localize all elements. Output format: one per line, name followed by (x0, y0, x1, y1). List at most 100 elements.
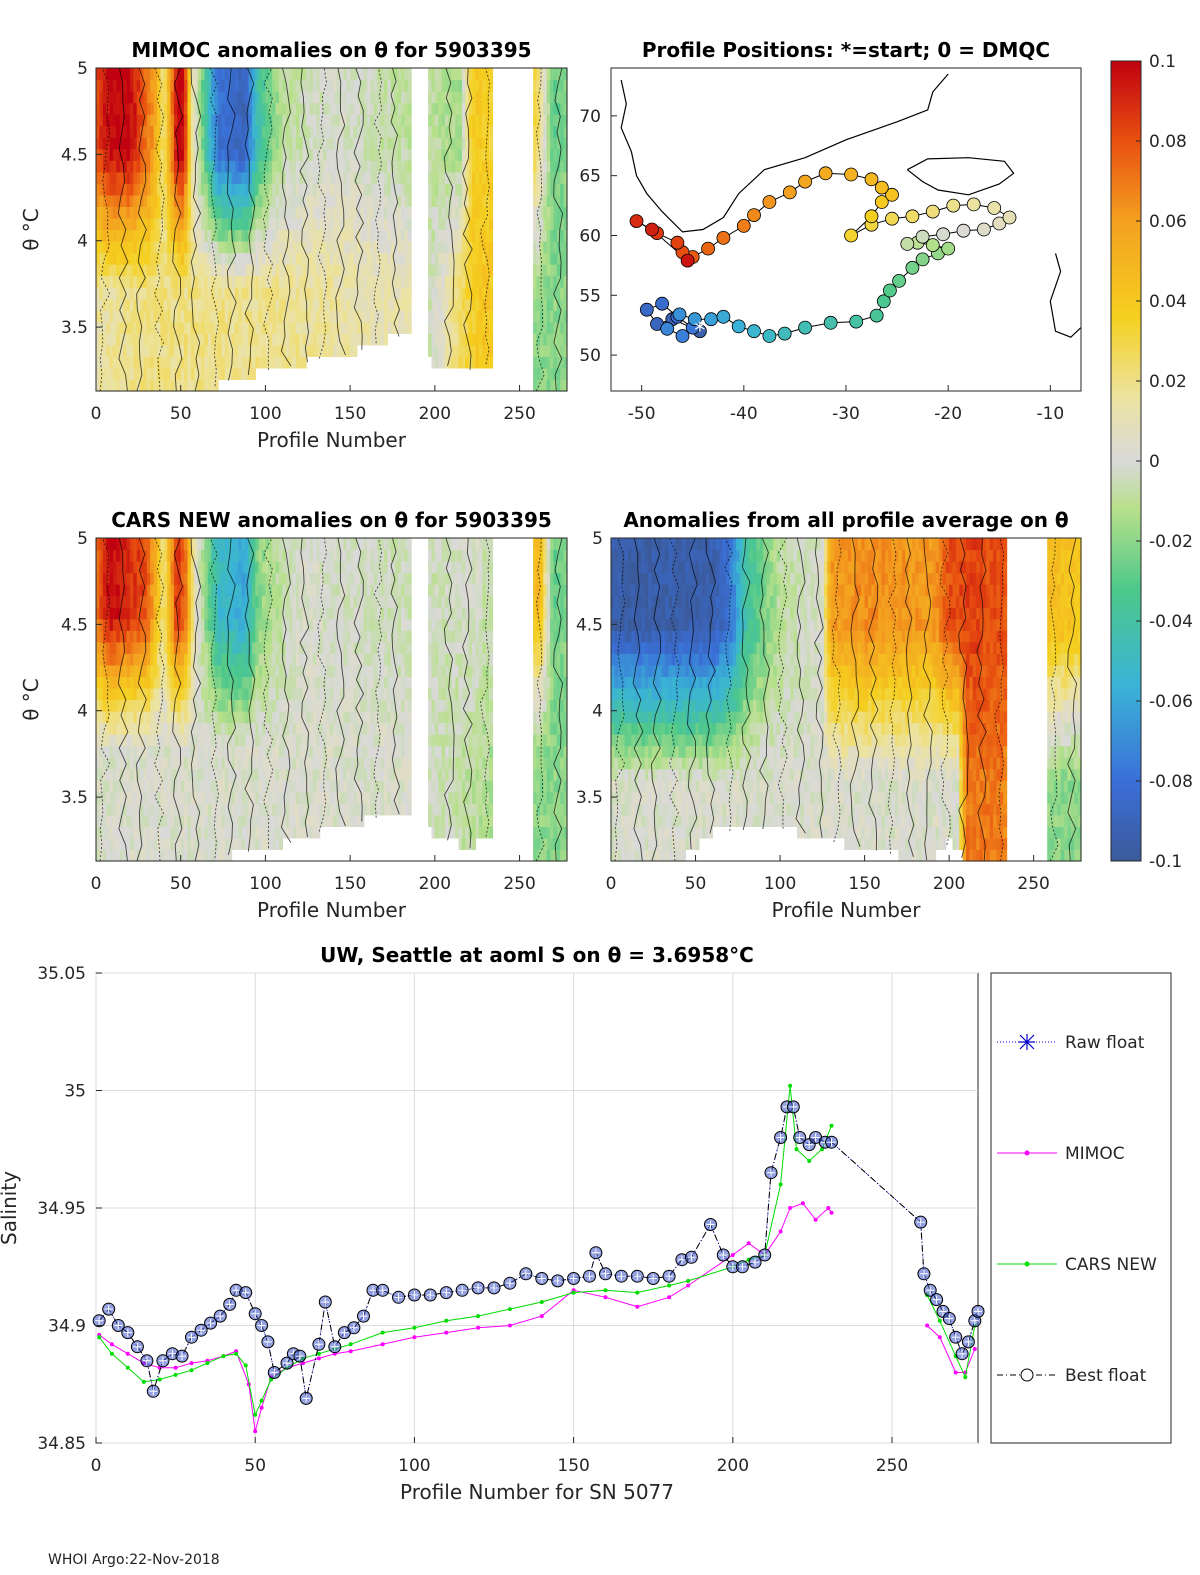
colorbar-tick-label: 0.04 (1149, 292, 1187, 312)
profile-position (987, 201, 1002, 215)
series-point (813, 1217, 818, 1222)
profile-position (900, 236, 915, 251)
series-point (788, 1206, 793, 1210)
series-point (571, 1290, 576, 1295)
profile-position (956, 223, 971, 238)
raw-float-star (114, 1321, 123, 1330)
series-point (253, 1429, 258, 1434)
profile-position (849, 314, 864, 329)
series-point (380, 1342, 385, 1347)
profile-position (818, 166, 833, 181)
y-tick-label: 4 (77, 232, 88, 252)
panels-layer: * (92, 60, 1172, 1444)
series-point (778, 1182, 783, 1187)
series-point (788, 1083, 793, 1088)
series-point (444, 1330, 449, 1335)
series-point (173, 1372, 178, 1377)
profile-position (869, 308, 884, 323)
profile-position (670, 235, 685, 250)
series-point (937, 1335, 942, 1340)
x-tick-label: 150 (334, 404, 366, 424)
series-point (829, 1123, 834, 1128)
profile-position (946, 198, 961, 213)
raw-float-star (426, 1291, 435, 1299)
x-tick-label: 0 (91, 874, 102, 894)
profile-position (655, 296, 669, 311)
series-point (157, 1377, 162, 1382)
profile-position (864, 209, 879, 224)
x-tick-label: -40 (730, 404, 758, 424)
raw-float-star (225, 1300, 234, 1309)
raw-float-star (369, 1286, 377, 1295)
series-point (348, 1342, 353, 1347)
raw-float-star (951, 1333, 960, 1342)
y-axis-label: θ °C (19, 678, 43, 721)
legend-label: CARS NEW (1065, 1255, 1157, 1275)
x-tick-label: -30 (832, 404, 860, 424)
raw-float-star (811, 1133, 820, 1142)
series-point (348, 1349, 353, 1354)
series-point (794, 1147, 799, 1152)
series-point (243, 1363, 248, 1368)
y-tick-label: 70 (579, 107, 601, 127)
raw-float-star (257, 1321, 266, 1330)
profile-position (782, 185, 797, 200)
axes-box-cars (95, 537, 568, 862)
raw-float-star (958, 1349, 967, 1358)
x-tick-label: 0 (606, 874, 617, 894)
series-point (778, 1229, 783, 1234)
raw-float-star (263, 1337, 272, 1346)
raw-float-star (687, 1253, 696, 1262)
raw-float-star (490, 1283, 498, 1292)
raw-float-star (719, 1251, 728, 1259)
y-tick-label: 4.5 (61, 615, 88, 635)
y-tick-label: 34.95 (37, 1199, 86, 1219)
raw-float-star (569, 1274, 578, 1283)
panel-title: CARS NEW anomalies on θ for 5903395 (111, 508, 552, 532)
raw-float-star (187, 1333, 196, 1342)
panel-title: Anomalies from all profile average on θ (623, 508, 1068, 532)
y-tick-label: 34.85 (37, 1434, 86, 1454)
x-tick-label: 250 (503, 874, 535, 894)
legend-box (990, 972, 1172, 1444)
raw-float-star (738, 1262, 747, 1271)
profile-position (672, 307, 687, 322)
raw-float-star (133, 1342, 142, 1351)
profile-position (885, 211, 899, 226)
x-axis-label: Profile Number (772, 898, 922, 922)
raw-float-star (537, 1274, 546, 1283)
y-tick-label: 60 (579, 226, 601, 246)
series-point (316, 1351, 321, 1356)
raw-float-star (197, 1326, 206, 1335)
x-tick-label: 200 (419, 874, 451, 894)
x-tick-label: 150 (557, 1456, 589, 1476)
x-tick-label: -20 (934, 404, 962, 424)
raw-float-star (926, 1286, 935, 1295)
raw-float-star (206, 1319, 215, 1328)
raw-float-star (168, 1349, 177, 1358)
profile-position (762, 195, 777, 209)
x-tick-label: 50 (244, 1456, 266, 1476)
series-point (316, 1356, 321, 1361)
profile-position (844, 167, 858, 182)
profile-position (915, 252, 930, 267)
y-tick-label: 5 (77, 529, 88, 549)
colorbar-tick-label: -0.1 (1149, 852, 1182, 872)
profile-position (687, 312, 702, 327)
profile-position (747, 324, 761, 339)
raw-float-star (505, 1279, 514, 1288)
series-point (686, 1278, 691, 1283)
series-point (205, 1361, 210, 1366)
y-tick-label: 3.5 (61, 788, 88, 808)
raw-float-star (919, 1269, 928, 1278)
raw-float-star (617, 1272, 626, 1281)
y-tick-label: 4.5 (576, 615, 603, 635)
x-tick-label: 0 (91, 404, 102, 424)
profile-position (885, 187, 899, 202)
raw-float-star (178, 1352, 186, 1361)
series-point (253, 1412, 258, 1417)
y-tick-label: 5 (592, 529, 603, 549)
raw-float-star (314, 1340, 323, 1349)
start-marker: * (694, 319, 705, 344)
x-tick-label: 50 (170, 874, 192, 894)
